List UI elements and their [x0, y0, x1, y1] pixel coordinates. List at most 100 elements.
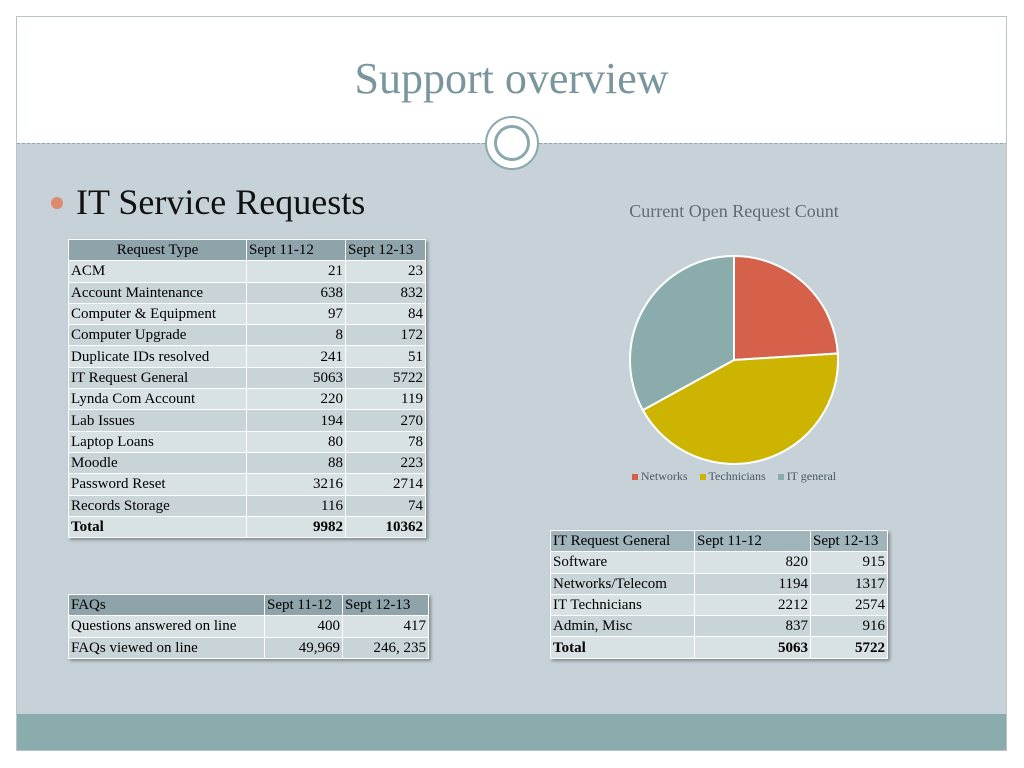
table-row: FAQs viewed on line 49,969 246, 235 — [68, 636, 429, 659]
cell-sept-12-13: 223 — [345, 451, 426, 475]
header-it-request-general: IT Request General — [550, 529, 695, 553]
legend-item-it-general: IT general — [777, 469, 837, 484]
row-label-questions-answered-on-line: Questions answered on line — [68, 615, 265, 638]
table-row: Admin, Misc 837 916 — [550, 615, 888, 638]
header-sept-12-13: Sept 12-13 — [342, 593, 429, 617]
table-header-row: FAQs Sept 11-12 Sept 12-13 — [68, 593, 429, 617]
table-row: Networks/Telecom 1194 1317 — [550, 572, 888, 595]
legend-label: Technicians — [708, 469, 766, 483]
legend-label: Networks — [640, 469, 688, 483]
cell-sept-11-12: 3216 — [246, 473, 346, 496]
header-sept-11-12: Sept 11-12 — [246, 238, 346, 262]
cell-sept-11-12: 80 — [246, 430, 346, 453]
total-sept-12-13: 5722 — [810, 636, 888, 659]
slide: Support overview IT Service Requests Req… — [16, 16, 1007, 751]
cell-sept-12-13: 832 — [345, 281, 426, 304]
cell-sept-11-12: 21 — [246, 260, 346, 283]
request-types-table: Request Type Sept 11-12 Sept 12-13 ACM 21… — [68, 238, 426, 539]
row-label-lab-issues: Lab Issues — [68, 409, 247, 432]
total-sept-11-12: 9982 — [246, 515, 346, 539]
row-label-networks-telecom: Networks/Telecom — [550, 572, 695, 595]
table-header-row: Request Type Sept 11-12 Sept 12-13 — [68, 238, 426, 262]
legend-swatch-icon — [777, 474, 784, 481]
table-header-row: IT Request General Sept 11-12 Sept 12-13 — [550, 529, 888, 553]
cell-sept-12-13: 246, 235 — [342, 636, 429, 659]
cell-sept-11-12: 638 — [246, 281, 346, 304]
cell-sept-12-13: 2574 — [810, 593, 888, 617]
bullet-heading: IT Service Requests — [76, 182, 366, 222]
cell-sept-12-13: 916 — [810, 615, 888, 638]
legend-item-networks: Networks — [631, 469, 688, 484]
legend-swatch-icon — [631, 474, 638, 481]
row-label-moodle: Moodle — [68, 451, 247, 475]
total-sept-11-12: 5063 — [694, 636, 811, 659]
row-label-account-maintenance: Account Maintenance — [68, 281, 247, 304]
table-row: Password Reset 3216 2714 — [68, 473, 426, 496]
title-divider-right — [539, 143, 1006, 144]
total-label: Total — [550, 636, 695, 659]
row-label-lynda-com-account: Lynda Com Account — [68, 388, 247, 411]
total-row: Total 5063 5722 — [550, 636, 888, 659]
table-row: Computer & Equipment 97 84 — [68, 302, 426, 326]
table-row: Duplicate IDs resolved 241 51 — [68, 345, 426, 368]
table-row: ACM 21 23 — [68, 260, 426, 283]
cell-sept-12-13: 119 — [345, 388, 426, 411]
table-row: IT Technicians 2212 2574 — [550, 593, 888, 617]
footer-bar — [17, 714, 1006, 750]
total-row: Total 9982 10362 — [68, 515, 426, 539]
cell-sept-12-13: 74 — [345, 494, 426, 517]
row-label-duplicate-ids-resolved: Duplicate IDs resolved — [68, 345, 247, 368]
bullet-dot-icon — [51, 197, 63, 209]
pie-slice-it-general — [629, 254, 735, 412]
cell-sept-11-12: 837 — [694, 615, 811, 638]
header-sept-12-13: Sept 12-13 — [810, 529, 888, 553]
header-sept-11-12: Sept 11-12 — [694, 529, 811, 553]
cell-sept-12-13: 2714 — [345, 473, 426, 496]
row-label-computer-upgrade: Computer Upgrade — [68, 324, 247, 347]
cell-sept-11-12: 97 — [246, 302, 346, 326]
row-label-it-technicians: IT Technicians — [550, 593, 695, 617]
table-row: Lynda Com Account 220 119 — [68, 388, 426, 411]
faq-table: FAQs Sept 11-12 Sept 12-13 Questions ans… — [68, 593, 429, 659]
cell-sept-12-13: 270 — [345, 409, 426, 432]
cell-sept-12-13: 78 — [345, 430, 426, 453]
chart-title: Current Open Request Count — [629, 201, 839, 221]
table-row: Laptop Loans 80 78 — [68, 430, 426, 453]
chart-legend: Networks Technicians IT general — [569, 469, 899, 484]
table-row: Account Maintenance 638 832 — [68, 281, 426, 304]
cell-sept-11-12: 241 — [246, 345, 346, 368]
open-request-pie-chart: Current Open Request Count Networks Techn… — [569, 195, 899, 495]
row-label-laptop-loans: Laptop Loans — [68, 430, 247, 453]
legend-swatch-icon — [699, 474, 706, 481]
table-row: Computer Upgrade 8 172 — [68, 324, 426, 347]
row-label-records-storage: Records Storage — [68, 494, 247, 517]
header-faqs: FAQs — [68, 593, 265, 617]
cell-sept-11-12: 194 — [246, 409, 346, 432]
row-label-it-request-general: IT Request General — [68, 366, 247, 390]
row-label-acm: ACM — [68, 260, 247, 283]
it-request-general-table: IT Request General Sept 11-12 Sept 12-13… — [550, 529, 888, 659]
row-label-computer-equipment: Computer & Equipment — [68, 302, 247, 326]
total-sept-12-13: 10362 — [345, 515, 426, 539]
cell-sept-12-13: 5722 — [345, 366, 426, 390]
pie-slice-technicians — [641, 352, 839, 465]
legend-label: IT general — [786, 469, 837, 483]
header-request-type: Request Type — [68, 238, 247, 262]
cell-sept-12-13: 84 — [345, 302, 426, 326]
slide-title: Support overview — [354, 54, 669, 103]
cell-sept-11-12: 116 — [246, 494, 346, 517]
table-row: Questions answered on line 400 417 — [68, 615, 429, 638]
pie-slice-networks — [733, 254, 839, 362]
cell-sept-12-13: 51 — [345, 345, 426, 368]
row-label-software: Software — [550, 551, 695, 574]
header-sept-12-13: Sept 12-13 — [345, 238, 426, 262]
header-sept-11-12: Sept 11-12 — [264, 593, 343, 617]
row-label-faqs-viewed-on-line: FAQs viewed on line — [68, 636, 265, 659]
pie-svg — [629, 254, 839, 465]
total-label: Total — [68, 515, 247, 539]
table-row: Software 820 915 — [550, 551, 888, 574]
ring-ornament-icon — [485, 116, 539, 170]
row-label-admin-misc: Admin, Misc — [550, 615, 695, 638]
row-label-password-reset: Password Reset — [68, 473, 247, 496]
cell-sept-12-13: 417 — [342, 615, 429, 638]
